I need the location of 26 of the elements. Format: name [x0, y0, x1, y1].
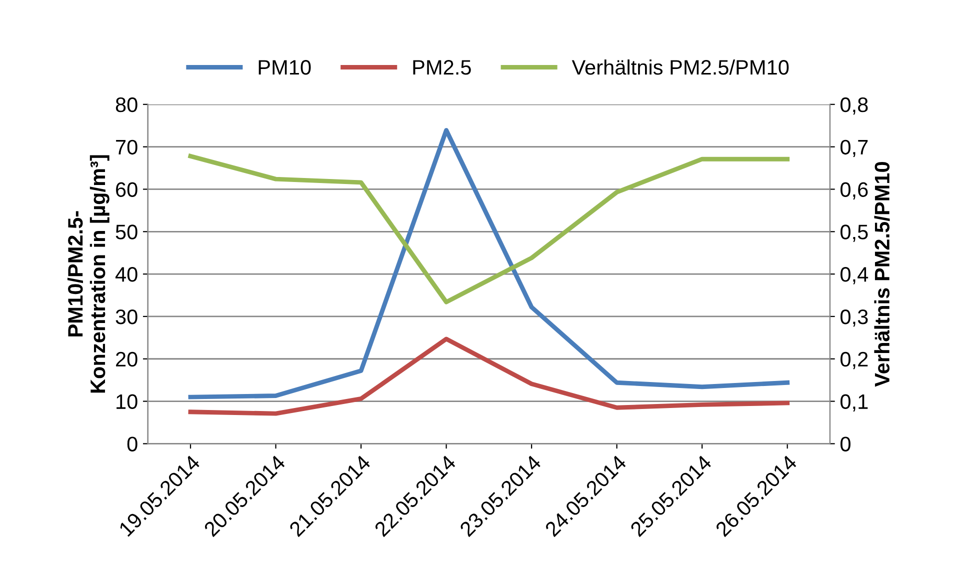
y2-tick-label: 0,8 — [840, 97, 868, 115]
y2-axis-title: Verhältnis PM2.5/PM10 — [874, 162, 890, 387]
y-tick-label: 20 — [116, 352, 138, 367]
y2-tick-label: 0,2 — [840, 352, 868, 370]
y2-tick-label: 0,6 — [840, 182, 868, 200]
y2-tick-label: 0,1 — [840, 394, 868, 412]
line-series — [188, 128, 790, 400]
y-tick-label: 10 — [116, 394, 138, 410]
legend-label: PM10 — [258, 60, 311, 75]
y-tick-label: 0 — [127, 436, 138, 452]
y-tick-label: 80 — [116, 97, 138, 112]
line-series — [188, 154, 790, 304]
y-tick-label: 50 — [116, 224, 138, 240]
legend-label: Verhältnis PM2.5/PM10 — [572, 59, 789, 75]
y2-tick-label: 0,4 — [840, 267, 868, 284]
y-tick-label: 40 — [115, 267, 138, 282]
y-tick-label: 70 — [116, 140, 138, 155]
legend-label: PM2.5 — [413, 60, 471, 75]
y2-tick-label: 0,5 — [840, 224, 868, 242]
y2-tick-label: 0,3 — [840, 309, 868, 327]
y-axis-title: PM10/PM2.5- Konzentration in [µg/m³] — [67, 155, 110, 393]
line-series — [188, 336, 790, 416]
y-tick-label: 30 — [116, 309, 138, 324]
y2-tick-label: 0 — [840, 436, 850, 452]
y2-tick-label: 0,7 — [840, 140, 868, 158]
y-tick-label: 60 — [116, 182, 138, 197]
